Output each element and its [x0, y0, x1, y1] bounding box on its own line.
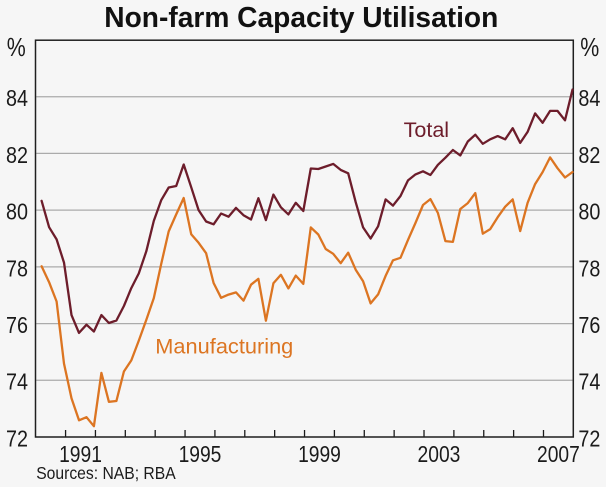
svg-text:2007: 2007 — [537, 441, 580, 467]
svg-text:72: 72 — [6, 425, 28, 451]
svg-text:80: 80 — [578, 199, 600, 225]
svg-text:84: 84 — [578, 85, 600, 111]
svg-text:82: 82 — [578, 142, 600, 168]
svg-text:78: 78 — [6, 255, 28, 281]
svg-text:Manufacturing: Manufacturing — [155, 335, 293, 359]
svg-text:Total: Total — [404, 118, 450, 142]
svg-text:74: 74 — [578, 369, 600, 395]
svg-text:%: % — [7, 32, 26, 62]
svg-text:84: 84 — [6, 85, 28, 111]
svg-text:74: 74 — [6, 369, 28, 395]
svg-text:%: % — [580, 32, 599, 62]
svg-text:1995: 1995 — [179, 441, 222, 467]
svg-text:Sources: NAB; RBA: Sources: NAB; RBA — [36, 463, 176, 483]
svg-text:72: 72 — [578, 425, 600, 451]
svg-text:1991: 1991 — [59, 441, 102, 467]
svg-text:1999: 1999 — [298, 441, 341, 467]
svg-text:78: 78 — [578, 255, 600, 281]
svg-text:76: 76 — [6, 312, 28, 338]
svg-text:76: 76 — [578, 312, 600, 338]
svg-text:82: 82 — [6, 142, 28, 168]
svg-text:Non-farm Capacity Utilisation: Non-farm Capacity Utilisation — [104, 2, 498, 34]
svg-text:80: 80 — [6, 199, 28, 225]
svg-text:2003: 2003 — [418, 441, 461, 467]
